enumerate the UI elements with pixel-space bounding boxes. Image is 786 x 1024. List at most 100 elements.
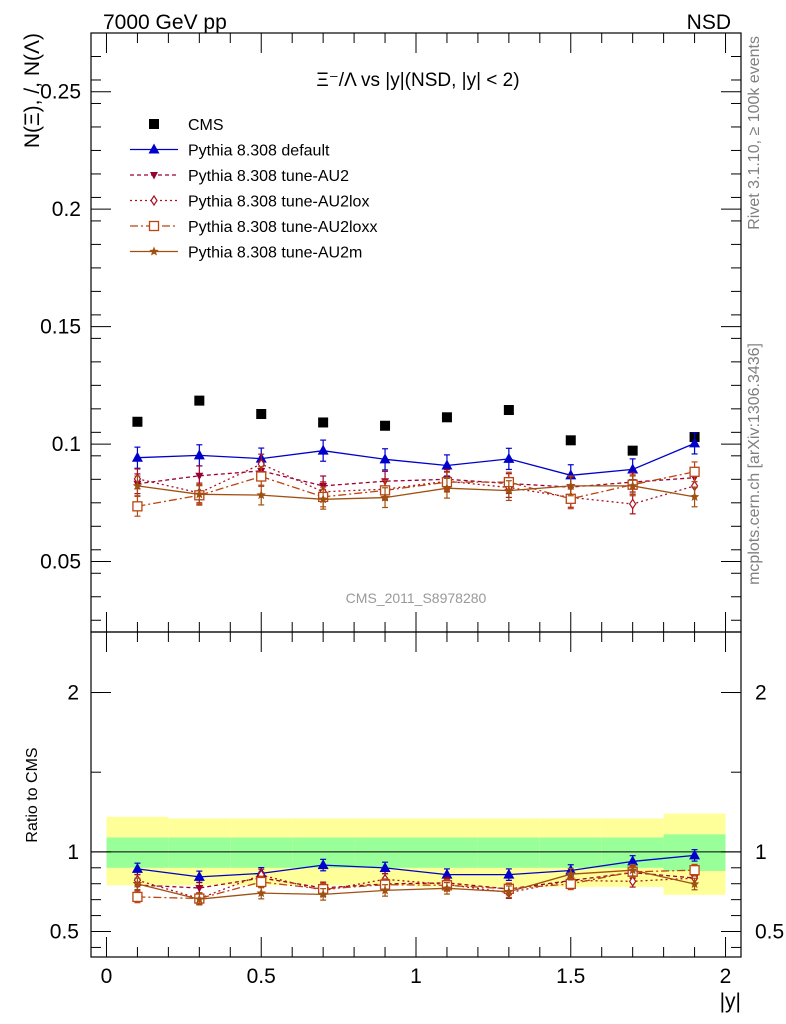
ratio-frame xyxy=(90,631,742,958)
upper-series-cms xyxy=(132,395,700,456)
x-tick-label: 1.5 xyxy=(556,965,585,988)
ratio-panel-series xyxy=(131,849,701,906)
upper-point-au2loxx xyxy=(256,471,267,482)
ratio-point-default xyxy=(131,862,143,873)
green-band-segment xyxy=(230,837,293,868)
ratio-point-default xyxy=(193,870,205,881)
upper-point-cms xyxy=(318,417,329,428)
ratio-point-default xyxy=(317,859,329,870)
legend-item-default: Pythia 8.308 default xyxy=(130,143,330,160)
ratio-y-tick-label-right: 1 xyxy=(755,841,767,864)
ratio-point-au2m xyxy=(627,865,638,875)
upper-point-default xyxy=(441,459,453,470)
mcplots-side-label: mcplots.cern.ch [arXiv:1306.3436] xyxy=(746,343,763,585)
x-tick-label: 1 xyxy=(410,965,422,988)
x-tick-label: 0 xyxy=(101,965,113,988)
legend-marker xyxy=(150,172,158,180)
ratio-y-tick-label-right: 0.5 xyxy=(755,921,784,944)
upper-point-au2m xyxy=(627,480,638,490)
ratio-point-au2 xyxy=(195,885,204,893)
upper-y-tick-label: 0.2 xyxy=(52,198,81,221)
upper-line-au2 xyxy=(137,470,695,488)
upper-line-default xyxy=(137,442,695,476)
legend-label: CMS xyxy=(188,117,224,134)
legend-marker xyxy=(148,220,160,232)
ratio-point-default xyxy=(441,868,453,879)
upper-point-au2m xyxy=(132,480,143,490)
upper-series-au2m xyxy=(132,475,700,510)
legend-label: Pythia 8.308 tune-AU2m xyxy=(188,245,362,262)
ratio-point-default xyxy=(379,861,391,872)
upper-series-au2 xyxy=(133,460,699,498)
ratio-point-au2m xyxy=(442,883,452,893)
upper-point-cms xyxy=(256,409,267,420)
ratio-line-au2m xyxy=(137,869,695,900)
green-band-segment xyxy=(539,837,602,868)
green-band-segment xyxy=(168,837,231,868)
upper-point-cms xyxy=(503,405,514,416)
ratio-point-au2m xyxy=(256,888,266,898)
ratio-line-au2lox xyxy=(137,874,695,900)
legend-label: Pythia 8.308 tune-AU2loxx xyxy=(188,219,377,236)
ratio-y-tick-label-left: 1 xyxy=(67,841,79,864)
upper-point-default xyxy=(689,437,701,448)
legend-marker xyxy=(150,194,158,207)
upper-point-default xyxy=(193,449,205,460)
ratio-point-au2loxx xyxy=(565,878,576,890)
upper-y-tick-label: 0.25 xyxy=(40,81,81,104)
upper-y-tick-label: 0.15 xyxy=(40,316,81,339)
legend-item-cms: CMS xyxy=(149,117,224,134)
ratio-point-au2loxx xyxy=(132,891,143,903)
legend-item-au2loxx: Pythia 8.308 tune-AU2loxx xyxy=(130,219,377,236)
ratio-uncertainty-bands xyxy=(91,813,741,895)
upper-point-cms xyxy=(627,445,638,456)
legend-label: Pythia 8.308 tune-AU2lox xyxy=(188,194,369,211)
upper-point-default xyxy=(131,451,143,462)
upper-point-cms xyxy=(565,435,576,446)
upper-y-tick-label: 0.1 xyxy=(52,433,81,456)
x-tick-label: 0.5 xyxy=(247,965,276,988)
upper-y-axis-label: N(Ξ), /, N(Λ) xyxy=(21,33,44,148)
legend: CMS Pythia 8.308 default Pythia 8.308 tune… xyxy=(130,117,377,262)
upper-point-cms xyxy=(132,416,143,427)
upper-point-au2m xyxy=(194,489,205,499)
legend-label: Pythia 8.308 default xyxy=(188,143,330,160)
upper-point-cms xyxy=(441,412,452,423)
upper-series-default xyxy=(131,432,701,487)
upper-point-default xyxy=(627,463,639,474)
ratio-point-au2m xyxy=(689,879,700,889)
ratio-point-default xyxy=(503,868,515,879)
legend-item-au2lox: Pythia 8.308 tune-AU2lox xyxy=(130,194,369,211)
legend-item-au2: Pythia 8.308 tune-AU2 xyxy=(130,168,349,185)
ratio-point-au2m xyxy=(318,889,328,899)
ratio-point-au2loxx xyxy=(689,865,700,876)
ratio-point-au2lox xyxy=(628,875,637,887)
upper-point-au2m xyxy=(380,492,390,502)
upper-point-default xyxy=(379,453,391,464)
ratio-y-tick-label-right: 2 xyxy=(755,682,767,705)
ratio-point-au2m xyxy=(380,885,390,895)
axes-layer: 0.05 0.1 0.15 0.2 0.25 0.5 0.5 1 1 2 2 0 0.5 1 1.5 2 xyxy=(40,33,784,988)
legend-item-au2m: Pythia 8.308 tune-AU2m xyxy=(130,245,362,262)
upper-point-au2 xyxy=(195,472,204,481)
ratio-point-au2m xyxy=(194,894,205,904)
upper-point-cms xyxy=(194,395,205,406)
upper-point-au2loxx xyxy=(132,501,143,512)
green-band-segment xyxy=(477,837,540,868)
legend-marker xyxy=(148,143,160,154)
header-right: NSD xyxy=(687,11,731,34)
ratio-point-au2loxx xyxy=(256,876,267,888)
ratio-line-au2loxx xyxy=(137,869,695,900)
upper-point-au2m xyxy=(504,485,514,495)
upper-point-default xyxy=(317,444,329,455)
upper-y-tick-label: 0.05 xyxy=(40,551,81,574)
upper-series-au2loxx xyxy=(132,461,700,517)
plot-title: Ξ⁻/Λ vs |y|(NSD, |y| < 2) xyxy=(316,70,519,91)
ratio-panel-background xyxy=(90,631,742,958)
upper-line-au2m xyxy=(137,485,695,500)
upper-point-default xyxy=(503,452,515,463)
ratio-point-default xyxy=(627,855,639,866)
upper-point-au2m xyxy=(689,491,700,501)
upper-panel-series xyxy=(131,395,701,517)
